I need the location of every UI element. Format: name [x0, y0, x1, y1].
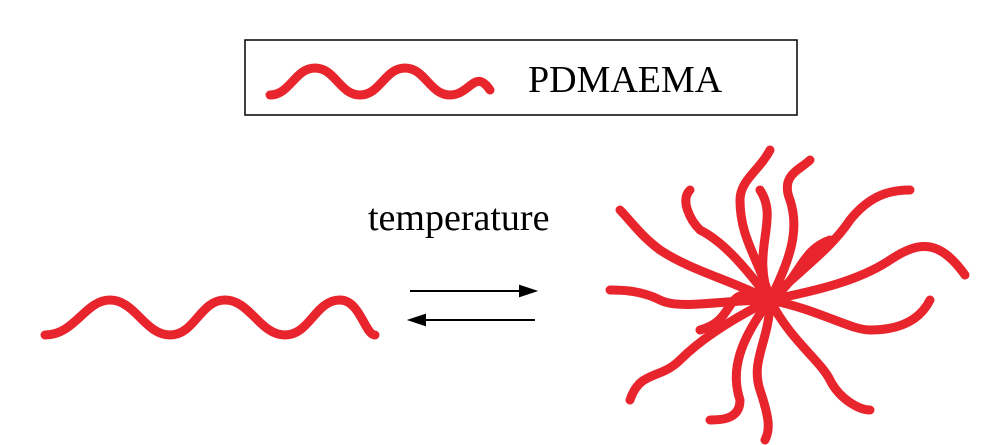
legend-chain — [265, 63, 495, 100]
condition-label: temperature — [368, 197, 549, 239]
micelle — [605, 145, 970, 445]
extended-chain — [40, 295, 380, 340]
legend-box — [244, 39, 798, 116]
equilibrium-arrows — [406, 284, 539, 327]
legend-label: PDMAEMA — [528, 59, 723, 101]
